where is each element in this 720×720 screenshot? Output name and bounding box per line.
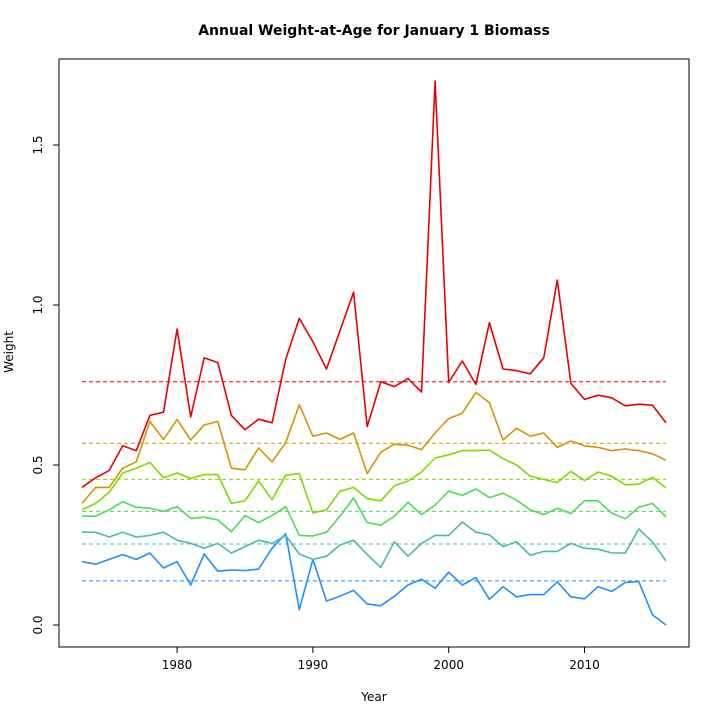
y-tick-label: 0.5 [31, 455, 45, 474]
age-4-series-line [81, 449, 667, 514]
age-3-series-line [82, 488, 667, 537]
age-6-series-line [81, 80, 667, 489]
x-axis: 1980 1990 2000 2010 [162, 647, 600, 672]
x-axis-label: Year [360, 690, 386, 704]
x-tick-label: 2000 [433, 658, 464, 672]
y-tick-label: 0.0 [31, 615, 45, 634]
age-5-series-line [81, 391, 667, 504]
y-tick-label: 1.5 [31, 135, 45, 154]
series-lines [81, 80, 667, 626]
y-axis-label: Weight [2, 331, 16, 373]
chart-title: Annual Weight-at-Age for January 1 Bioma… [198, 23, 550, 39]
y-axis: 0.0 0.5 1.0 1.5 [31, 135, 59, 635]
age-1-series-line [81, 532, 667, 626]
plot-frame [58, 58, 690, 648]
age-2-series-line [82, 521, 667, 569]
mean-lines [82, 381, 666, 582]
x-tick-label: 1990 [298, 658, 329, 672]
x-tick-label: 1980 [162, 658, 193, 672]
y-tick-label: 1.0 [31, 295, 45, 314]
x-tick-label: 2010 [569, 658, 600, 672]
